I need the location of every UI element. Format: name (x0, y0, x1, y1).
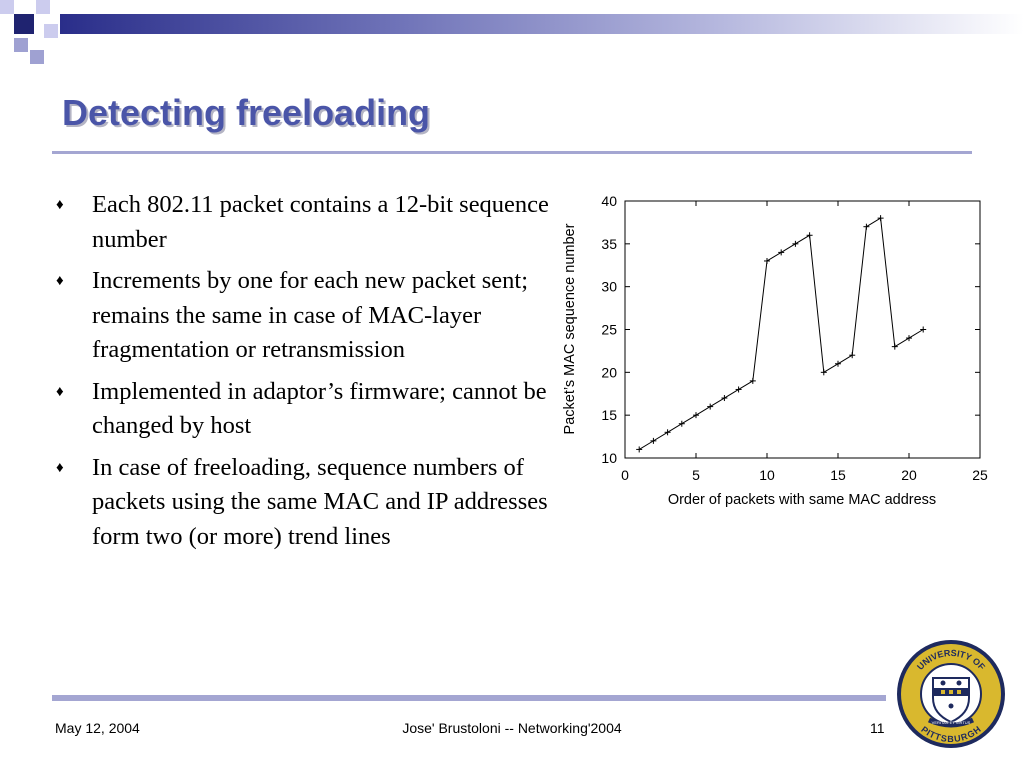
corner-square-2 (14, 14, 34, 34)
corner-square-6 (44, 24, 58, 38)
data-point (877, 215, 884, 222)
data-point (707, 403, 714, 410)
data-point (792, 240, 799, 247)
y-tick-label: 25 (601, 322, 617, 338)
corner-square-4 (14, 38, 28, 52)
data-point (820, 369, 827, 376)
data-point (693, 412, 699, 419)
footer-divider (52, 695, 886, 701)
x-tick-label: 10 (759, 467, 775, 483)
data-point (906, 335, 912, 342)
data-point (636, 446, 643, 453)
x-tick-label: 15 (830, 467, 846, 483)
data-point (835, 360, 841, 367)
university-seal: UNIVERSITY OF PITTSBURGH VERITAS ET VIRT… (897, 640, 1005, 748)
y-tick-label: 35 (601, 236, 617, 252)
data-point (721, 395, 728, 402)
x-tick-label: 5 (692, 467, 700, 483)
diamond-bullet-icon: ♦ (56, 383, 64, 400)
data-point (678, 420, 685, 427)
x-axis-label: Order of packets with same MAC address (668, 492, 936, 508)
data-point (806, 232, 813, 239)
bullet-item: ♦ Each 802.11 packet contains a 12-bit se… (50, 188, 550, 257)
data-point (664, 429, 671, 436)
y-axis-label: Packet’s MAC sequence number (562, 223, 578, 434)
bullet-text: In case of freeloading, sequence numbers… (92, 453, 548, 550)
bullet-text: Increments by one for each new packet se… (92, 267, 529, 363)
data-point (778, 249, 785, 256)
bullet-list: ♦ Each 802.11 packet contains a 12-bit se… (50, 188, 550, 561)
diamond-bullet-icon: ♦ (56, 459, 64, 476)
title-divider (52, 151, 972, 154)
slide-title: Detecting freeloading (62, 92, 431, 133)
y-tick-label: 10 (601, 450, 617, 466)
data-point (863, 223, 870, 230)
bullet-text: Each 802.11 packet contains a 12-bit seq… (92, 191, 549, 253)
y-tick-label: 15 (601, 407, 617, 423)
header-gradient-bar (60, 14, 1024, 34)
data-point (920, 326, 927, 333)
data-point (749, 377, 756, 384)
x-tick-label: 25 (972, 467, 988, 483)
y-tick-label: 20 (601, 364, 617, 380)
x-tick-label: 20 (901, 467, 917, 483)
corner-square-5 (30, 50, 44, 64)
footer-date: May 12, 2004 (55, 720, 140, 736)
data-point (735, 386, 742, 393)
data-point (650, 437, 657, 444)
x-tick-label: 0 (621, 467, 629, 483)
diamond-bullet-icon: ♦ (56, 273, 64, 289)
bullet-item: ♦ Implemented in adaptor’s firmware; cann… (50, 375, 550, 444)
bullet-item: ♦ Increments by one for each new packet s… (50, 264, 550, 368)
bullet-text: Implemented in adaptor’s firmware; canno… (92, 377, 547, 440)
seal-ribbon-text: VERITAS ET VIRTUS (932, 720, 971, 725)
diamond-bullet-icon: ♦ (56, 197, 64, 213)
data-point (891, 343, 898, 350)
y-tick-label: 30 (601, 279, 617, 295)
corner-square-3 (36, 0, 50, 14)
data-point (849, 352, 856, 359)
footer-presenter: Jose' Brustoloni -- Networking'2004 (402, 720, 622, 736)
sequence-number-chart: 0 5 10 15 20 25 10 15 20 25 30 35 40 Order of packe… (562, 193, 988, 508)
y-tick-label: 40 (601, 193, 617, 209)
data-point (764, 257, 770, 264)
corner-square-1 (0, 0, 14, 14)
slide-number: 11 (870, 720, 885, 736)
bullet-item: ♦ In case of freeloading, sequence number… (50, 451, 550, 555)
